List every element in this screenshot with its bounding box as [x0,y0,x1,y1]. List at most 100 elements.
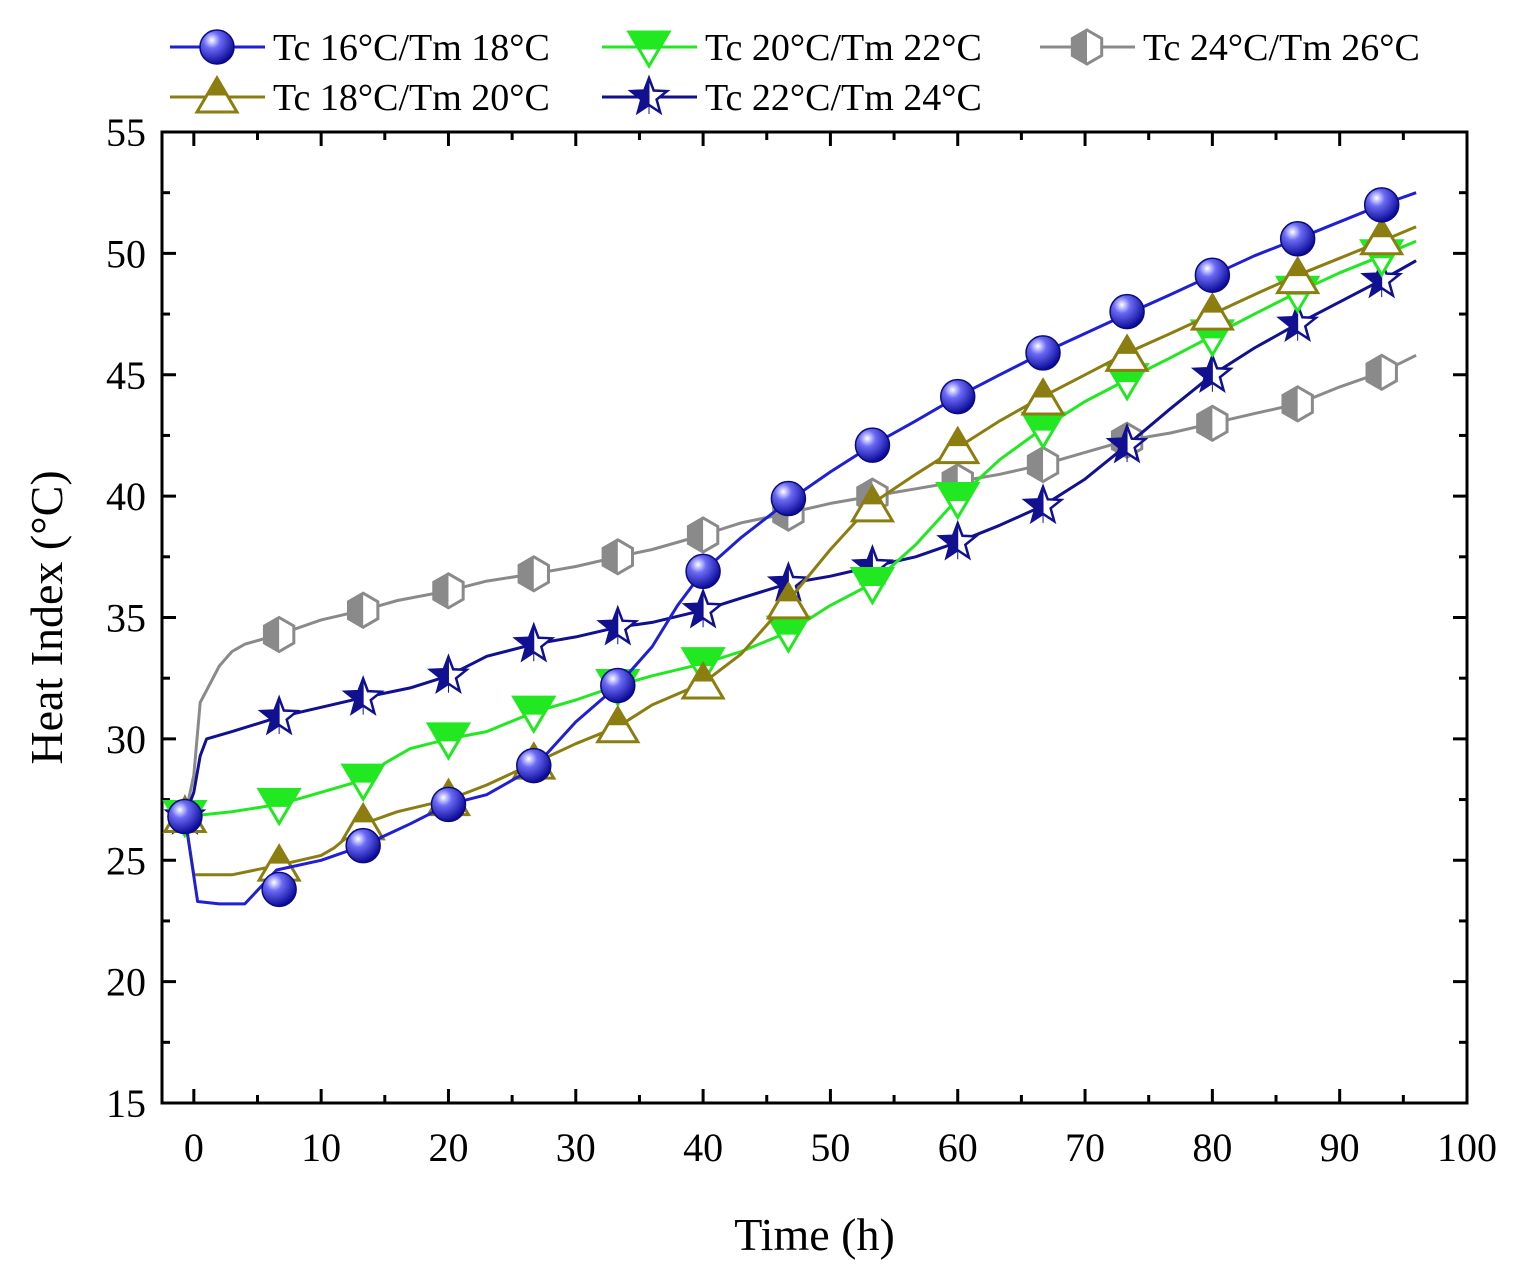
x-tick-label: 60 [938,1125,978,1170]
data-point [1196,404,1229,443]
data-point [1021,483,1065,525]
y-tick-label: 35 [106,596,146,641]
data-point [1360,257,1404,299]
data-point [262,615,296,654]
data-point [1359,216,1405,256]
data-point [1276,301,1320,343]
data-point [517,555,550,593]
x-axis-title: Time (h) [734,1209,895,1260]
y-axis-title: Heat Index (°C) [21,470,72,764]
data-point [425,722,472,761]
legend-marker [626,30,672,69]
data-point [430,786,467,823]
y-tick-label: 25 [106,838,146,883]
series-line [183,191,1417,906]
series-4 [163,257,1417,835]
data-point [1104,333,1150,372]
data-point [1281,385,1314,423]
legend-marker [199,29,235,65]
data-point [512,621,556,663]
data-point [685,553,721,590]
x-tick-label: 90 [1320,1125,1360,1170]
data-point [516,747,552,784]
y-tick-label: 40 [106,474,146,519]
x-tick-label: 20 [428,1125,468,1170]
data-point [1363,187,1400,223]
series-2 [162,216,1417,882]
legend-marker [194,75,240,114]
x-tick-label: 40 [683,1125,723,1170]
data-point [600,667,636,704]
y-tick-label: 20 [106,960,146,1005]
data-point [770,480,807,517]
data-point [256,787,302,827]
data-point [601,538,634,576]
data-point [936,519,980,561]
data-point [1190,352,1234,394]
legend-label: Tc 22°C/Tm 24°C [705,77,982,119]
data-point [1275,255,1321,295]
data-point [849,567,896,606]
legend-label: Tc 20°C/Tm 22°C [705,27,982,69]
data-point [935,425,981,465]
legend-label: Tc 16°C/Tm 18°C [273,27,550,69]
x-tick-label: 50 [810,1125,850,1170]
data-point [346,591,380,629]
series-1 [167,187,1417,908]
data-point [680,661,726,700]
data-point [939,378,976,415]
legend-label: Tc 18°C/Tm 20°C [273,77,550,119]
legend-marker [627,74,671,116]
data-point [1025,335,1061,371]
y-tick-label: 15 [106,1081,146,1126]
data-point [1189,292,1235,331]
series-line [183,259,1417,818]
data-point [345,827,381,864]
data-point [1020,377,1066,416]
data-point [261,871,297,908]
data-point [854,427,891,463]
data-point [1109,293,1145,330]
data-point [686,516,720,554]
data-point [1020,411,1066,451]
legend-item-3: Tc 20°C/Tm 22°C [602,27,982,69]
y-tick-label: 50 [106,231,146,276]
data-point [1194,257,1231,293]
x-tick-label: 70 [1065,1125,1105,1170]
data-point [765,615,812,655]
legend-item-2: Tc 18°C/Tm 20°C [170,75,550,119]
x-tick-label: 80 [1192,1125,1232,1170]
data-point [765,580,812,620]
legend-marker [1070,28,1104,66]
data-point [595,704,641,744]
data-point [167,798,203,835]
data-point [432,572,465,610]
data-point [426,653,470,695]
y-tick-label: 30 [106,717,146,762]
legend-item-4: Tc 22°C/Tm 24°C [602,74,982,119]
x-tick-label: 100 [1437,1125,1497,1170]
data-point [1365,353,1398,392]
x-tick-label: 0 [184,1125,204,1170]
data-point [681,587,725,629]
data-point [341,675,385,716]
y-tick-label: 45 [106,353,146,398]
plot-series [162,187,1417,908]
y-tick-label: 55 [106,110,146,155]
x-tick-label: 30 [556,1125,596,1170]
data-point [257,694,301,736]
data-point [935,482,981,521]
data-point [849,483,896,523]
data-point [340,763,386,803]
data-point [1279,221,1316,257]
legend-item-5: Tc 24°C/Tm 26°C [1040,27,1420,69]
data-point [596,604,640,646]
data-point [511,695,557,735]
legend-label: Tc 24°C/Tm 26°C [1143,27,1420,69]
data-point [1026,445,1060,484]
axes: 0 10 20 30 40 50 60 70 80 90 100 15 20 25 30 35 40 45 50 55 [106,110,1497,1170]
legend-item-1: Tc 16°C/Tm 18°C [170,27,550,69]
data-point [1105,422,1149,464]
legend: Tc 16°C/Tm 18°C Tc 18°C/Tm 20°C Tc 20°C/Tm… [170,27,1420,119]
